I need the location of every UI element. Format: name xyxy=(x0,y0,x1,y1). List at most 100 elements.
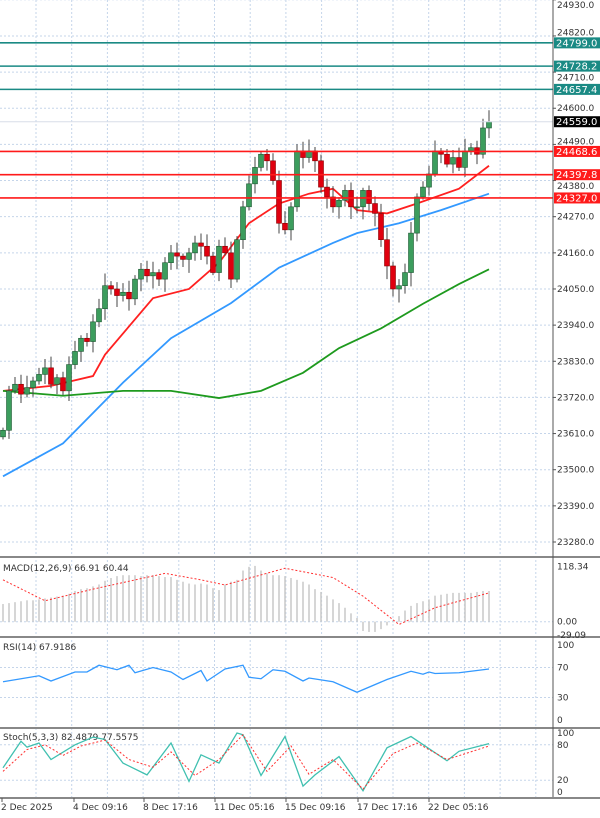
moving-average-line xyxy=(2,268,490,399)
stoch-main-line xyxy=(2,732,490,793)
candle-bullish xyxy=(480,127,486,155)
candle-bearish xyxy=(210,255,216,273)
candle-bearish xyxy=(366,190,372,204)
candle-bullish xyxy=(486,121,492,129)
candle-bullish xyxy=(426,173,432,188)
time-tick-label: 8 Dec 17:16 xyxy=(143,803,198,813)
rsi-tick-label: 30 xyxy=(557,694,569,704)
moving-average-line xyxy=(2,192,490,478)
candle-bearish xyxy=(108,285,114,290)
candle-bearish xyxy=(276,180,282,224)
macd-tick-label: 118.34 xyxy=(557,563,589,573)
candle-bullish xyxy=(192,242,198,254)
candle-bearish xyxy=(84,337,90,342)
candle-bullish xyxy=(414,196,420,234)
price-level-value: 24799.0 xyxy=(556,38,597,49)
rsi-label: RSI(14) 67.9186 xyxy=(3,643,76,653)
price-level-tag xyxy=(554,169,600,181)
price-tick-label: 24600.0 xyxy=(557,104,594,114)
macd-label: MACD(12,26,9) 66.91 60.44 xyxy=(3,564,129,574)
time-tick-label: 4 Dec 09:16 xyxy=(73,803,128,813)
price-level-tag xyxy=(554,83,600,95)
candle-bullish xyxy=(36,374,42,382)
candle-bullish xyxy=(102,285,108,309)
candle-bullish xyxy=(42,367,48,375)
stoch-tick-label: 80 xyxy=(557,741,569,751)
time-tick-label: 17 Dec 17:16 xyxy=(357,803,418,813)
candle-bullish xyxy=(240,206,246,240)
candle-bearish xyxy=(126,291,132,300)
candle-bullish xyxy=(150,272,156,277)
time-tick-label: 11 Dec 05:16 xyxy=(214,803,275,813)
macd-tick-label: -29.09 xyxy=(557,631,586,641)
candle-bullish xyxy=(396,285,402,290)
price-tick-label: 24710.0 xyxy=(557,74,594,84)
candle-bullish xyxy=(24,387,30,395)
stoch-tick-label: 0 xyxy=(557,788,563,798)
candle-bearish xyxy=(372,203,378,214)
candle-bullish xyxy=(432,150,438,175)
candle-bearish xyxy=(264,153,270,162)
price-level-value: 24728.2 xyxy=(556,62,597,73)
price-panel[interactable] xyxy=(0,42,553,478)
price-level-tag xyxy=(554,192,600,204)
candle-bearish xyxy=(144,268,150,277)
price-tick-label: 24490.0 xyxy=(557,137,594,147)
time-tick-label: 15 Dec 09:16 xyxy=(285,803,346,813)
stoch-tick-label: 100 xyxy=(557,729,574,739)
candle-bullish xyxy=(90,321,96,342)
rsi-tick-label: 70 xyxy=(557,664,569,674)
price-level-value: 24397.8 xyxy=(556,170,597,181)
candle-bearish xyxy=(204,245,210,257)
time-tick-label: 22 Dec 05:16 xyxy=(428,803,489,813)
candle-bearish xyxy=(378,213,384,240)
price-tick-label: 23500.0 xyxy=(557,466,594,476)
candle-bullish xyxy=(0,429,6,438)
candle-bullish xyxy=(258,153,264,168)
candle-bullish xyxy=(54,377,60,385)
price-tick-label: 24820.0 xyxy=(557,28,594,38)
candle-bearish xyxy=(390,265,396,290)
price-tick-label: 24160.0 xyxy=(557,249,594,259)
rsi-panel[interactable]: RSI(14) 67.9186 xyxy=(2,643,490,693)
candle-bearish xyxy=(180,255,186,260)
macd-panel[interactable]: MACD(12,26,9) 66.91 60.44 xyxy=(2,564,490,632)
candle-bearish xyxy=(156,272,162,280)
rsi-tick-label: 0 xyxy=(557,716,563,726)
candle-bearish xyxy=(444,153,450,165)
candle-bearish xyxy=(18,383,24,395)
price-tick-label: 23720.0 xyxy=(557,393,594,403)
candle-bullish xyxy=(162,262,168,280)
candle-bearish xyxy=(270,160,276,181)
price-level-value: 24468.6 xyxy=(556,147,597,158)
candle-bullish xyxy=(216,245,222,273)
candle-bullish xyxy=(30,380,36,388)
rsi-tick-label: 100 xyxy=(557,641,574,651)
candle-bullish xyxy=(402,272,408,286)
candle-bearish xyxy=(228,252,234,280)
candle-bullish xyxy=(120,291,126,296)
candle-bearish xyxy=(48,367,54,385)
candle-bearish xyxy=(330,196,336,208)
candle-bullish xyxy=(450,157,456,165)
candle-bullish xyxy=(420,186,426,198)
time-tick-label: 2 Dec 2025 xyxy=(1,803,53,813)
candle-bearish xyxy=(312,150,318,162)
candle-bearish xyxy=(198,242,204,247)
macd-signal-line xyxy=(2,567,490,626)
stoch-tick-label: 20 xyxy=(557,776,569,786)
candle-bullish xyxy=(234,239,240,280)
macd-tick-label: 0.00 xyxy=(557,618,577,628)
current-price-value: 24559.0 xyxy=(556,117,597,128)
candle-bullish xyxy=(132,278,138,300)
price-level-value: 24657.4 xyxy=(556,85,597,96)
candle-bullish xyxy=(66,364,72,392)
stoch-panel[interactable]: Stoch(5,3,3) 82.4879 77.5575 xyxy=(2,732,490,793)
candle-bullish xyxy=(186,252,192,260)
candle-bullish xyxy=(138,268,144,280)
candle-bearish xyxy=(324,186,330,198)
price-tick-label: 23830.0 xyxy=(557,357,594,367)
price-level-tag xyxy=(554,37,600,49)
